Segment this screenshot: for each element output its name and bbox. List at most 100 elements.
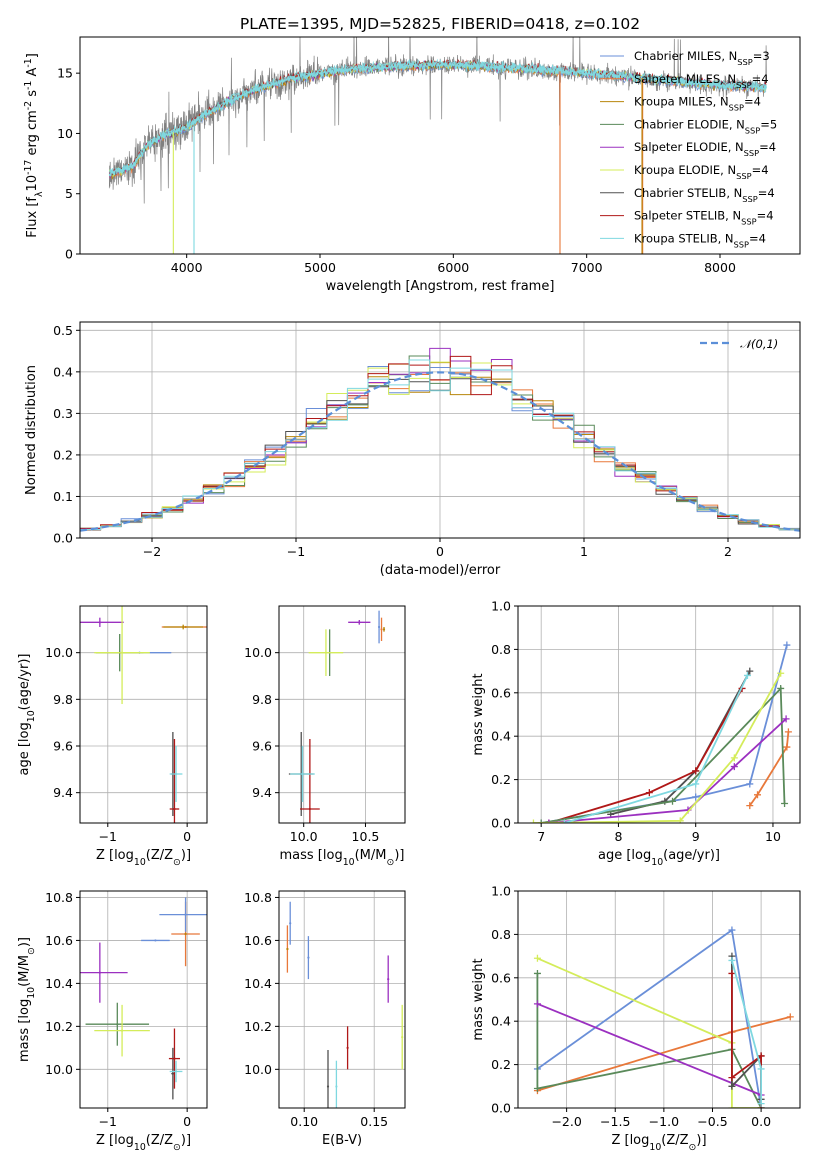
label-part: (age/yr)] [17,654,32,711]
y-tick-label: 0.3 [53,406,73,421]
y-tick-label: 0.2 [491,772,511,787]
plus-marker [692,793,700,801]
axes-frame [517,890,801,1109]
y-tick-label: 0 [65,247,73,262]
label-part: 10 [649,1142,661,1153]
y-tick-label: 0.6 [491,970,511,985]
plus-marker [537,819,545,823]
legend-label: Chabrier STELIB, NSSP=4 [634,186,775,204]
data-point [116,1023,119,1026]
axes: −1 010.010.210.410.610.8Z [log10(Z/Z⊙)]ma… [17,890,208,1153]
plus-marker [692,767,700,775]
data-point [173,807,176,811]
label-part: Salpeter STELIB, N [634,209,741,223]
legend-label: Chabrier MILES, NSSP=3 [634,49,770,67]
plus-marker [728,926,736,934]
y-tick-label: 15 [57,66,73,81]
mass-weight-line [536,973,762,1108]
y-tick-label: 0.6 [491,685,511,700]
data-point [184,913,187,916]
figure-title: PLATE=1395, MJD=52825, FIBERID=0418, z=0… [240,15,640,33]
plus-marker [533,1084,541,1092]
data-point [380,628,383,631]
x-tick-label: 8 [614,829,622,844]
label-part: mass weight [471,958,486,1040]
data-point [377,625,381,629]
plus-marker [777,684,785,692]
y-tick-label: 1.0 [491,884,511,899]
plus-marker [728,1104,736,1108]
axes-frame [79,890,208,1109]
y-tick-label: 0.4 [491,1014,511,1029]
label-part: )] [394,848,404,863]
label-part: s [25,90,40,101]
label-part: mass [log [280,848,343,863]
axes-frame [79,36,801,255]
normal-reference-curve [80,371,800,532]
y-tick-label: 5 [65,186,73,201]
label-part: (Z/Z [661,1133,688,1148]
x-tick-label: −1 [99,829,117,844]
plot-area [529,641,792,823]
x-tick-label: −1 [99,1114,117,1129]
mass-weight-line [537,1002,762,1096]
label-part: (M/M [17,955,32,987]
residual-histogram-panel: −2 −1 0 1 2 0.0 0.1 0.2 0.3 0.4 0.5 (data-model)/er… [24,321,801,578]
x-axis-label: (data-model)/error [380,563,501,578]
mass-weight-line [548,718,787,823]
x-tick-label: 2 [724,544,732,559]
x-tick-label: 10.5 [352,829,380,844]
x-tick-label: 0 [436,544,444,559]
y-axis-label: age [log10(age/yr)] [17,654,37,776]
label-part: =4 [752,72,769,86]
y-tick-label: 0.2 [491,1057,511,1072]
label-part: A [25,68,40,81]
label-part: SSP [736,171,751,181]
plot-area [80,897,207,1100]
plus-marker [777,669,785,677]
x-tick-label: 7 [537,829,545,844]
label-part: Normed distribution [24,365,39,495]
y-tick-label: 0.8 [491,927,511,942]
y-tick-label: 9.6 [252,739,272,754]
axes-frame [517,605,801,824]
axes-frame [79,605,208,824]
label-part: SSP [741,217,756,227]
label-part: =4 [758,186,775,200]
y-tick-label: 10.8 [244,890,272,905]
y-tick-label: 10.0 [244,1062,272,1077]
axes: −2.0 −1.5 −1.0 −0.5 0.0 0.0 0.2 0.4 0.6 0.8 1.0 Z [… [471,884,801,1153]
x-tick-label: 0.0 [751,1114,771,1129]
y-tick-label: 0.1 [53,489,73,504]
data-point [301,772,304,776]
label-part: ⊙ [26,947,37,955]
y-tick-label: 0.0 [491,1101,511,1116]
grid-lines [518,890,800,1109]
plus-marker [743,671,751,679]
y-tick-label: 9.8 [53,692,73,707]
mass-weight-line [731,973,762,1108]
mass-vs-metallicity-panel: −1 010.010.210.410.610.8Z [log10(Z/Z⊙)]ma… [17,890,208,1153]
label-part: ⊙ [386,857,394,868]
data-point [307,956,310,959]
label-part: SSP [729,103,744,113]
plot-area [286,901,404,1108]
label-part: Salpeter ELODIE, N [634,140,744,154]
plot-area [288,610,386,823]
mass-weight-line [564,675,749,823]
plus-marker [746,667,754,675]
plus-marker [730,754,738,762]
plus-marker [645,789,653,797]
label-part: SSP [734,239,749,249]
plus-marker [533,954,541,962]
label-part: Kroupa MILES, N [634,95,729,109]
plus-marker [784,728,792,736]
label-part: 10 [26,710,37,722]
label-part: wavelength [Angstrom, rest frame] [326,279,555,294]
label-part: SSP [744,148,759,158]
y-tick-label: 0.8 [491,642,511,657]
x-axis-label: age [log10(age/yr)] [598,848,720,868]
y-tick-label: 0.5 [53,323,73,338]
data-point [335,1085,338,1088]
label-part: =4 [744,95,761,109]
